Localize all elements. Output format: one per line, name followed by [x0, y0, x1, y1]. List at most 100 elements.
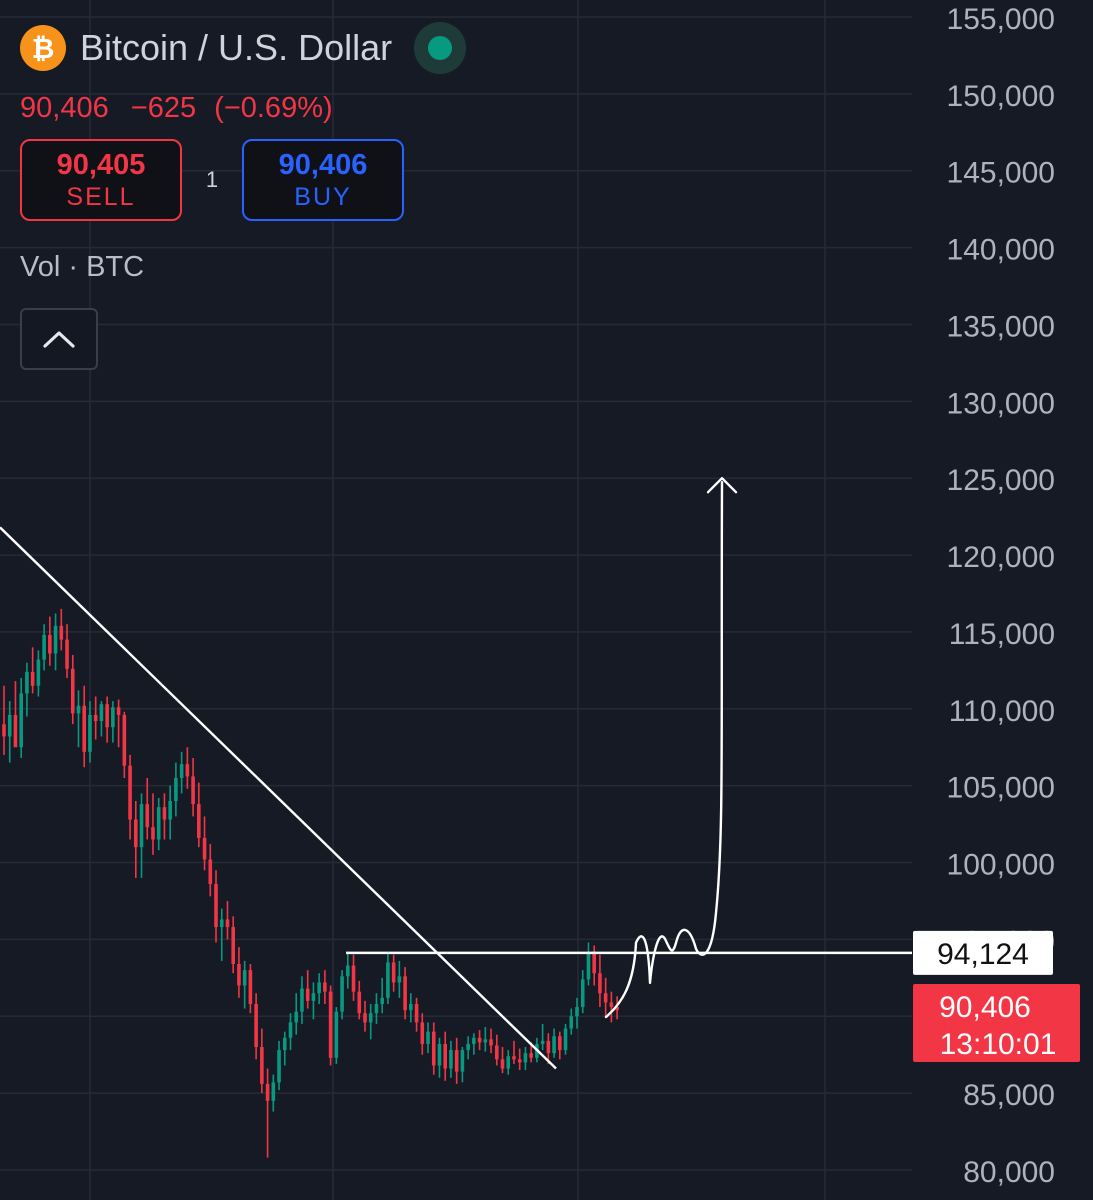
candle-body: [93, 714, 98, 722]
candle-body: [53, 625, 58, 654]
candle: [494, 1034, 499, 1066]
candle: [93, 696, 98, 740]
axis-tick-label: 125,000: [947, 464, 1055, 497]
candle-body: [414, 1003, 419, 1023]
axis-tick-label: 80,000: [963, 1156, 1055, 1189]
candle-body: [208, 859, 213, 885]
axis-tick-label: 120,000: [947, 541, 1055, 574]
candle-body: [151, 827, 155, 840]
candle-body: [7, 714, 12, 737]
candle-body: [48, 635, 52, 654]
candle: [151, 793, 155, 855]
candle-body: [174, 777, 178, 802]
candle-body: [231, 927, 235, 964]
candle: [202, 816, 207, 871]
candle-body: [30, 671, 35, 686]
candle: [76, 690, 81, 748]
volume-indicator-label[interactable]: Vol · BTC: [20, 251, 145, 283]
candle-body: [586, 951, 591, 980]
candle: [288, 1013, 293, 1051]
candle-body: [472, 1037, 476, 1044]
candle: [197, 782, 201, 848]
candle: [346, 953, 350, 989]
candle-body: [225, 919, 230, 928]
symbol-title[interactable]: Bitcoin / U.S. Dollar: [80, 27, 393, 68]
candle: [311, 982, 316, 1020]
candle: [48, 616, 52, 666]
candle-body: [99, 704, 104, 722]
axis-tick-label: 145,000: [947, 157, 1055, 190]
candle-body: [397, 976, 402, 983]
candle-body: [506, 1056, 511, 1069]
candle: [277, 1040, 281, 1091]
candle: [13, 681, 18, 748]
candle-body: [340, 976, 344, 1012]
candle-body: [386, 962, 390, 998]
candle: [397, 960, 402, 998]
candle: [133, 801, 138, 878]
candle-body: [282, 1037, 287, 1051]
candle: [414, 997, 419, 1032]
candle: [237, 947, 241, 998]
candle-body: [36, 659, 41, 686]
candle-body: [489, 1039, 493, 1046]
candle-body: [328, 991, 333, 1058]
candle: [552, 1028, 556, 1058]
candle: [139, 793, 144, 878]
descending-trendline: [0, 526, 557, 1070]
axis-tick-label: 85,000: [963, 1079, 1055, 1112]
candle-body: [271, 1082, 276, 1101]
candle-body: [466, 1043, 470, 1051]
candle-body: [380, 997, 384, 1004]
candle-body: [569, 1016, 574, 1029]
candle: [242, 960, 247, 1009]
buy-label: BUY: [294, 183, 352, 211]
candle-body: [494, 1045, 499, 1060]
sell-button[interactable]: 90,405 SELL: [20, 139, 182, 221]
candle-body: [265, 1083, 270, 1101]
resistance-price-label-bg: [913, 930, 1053, 975]
candle-body: [156, 807, 161, 840]
symbol-header: ₿ Bitcoin / U.S. Dollar 90,406 −625 (−0.…: [20, 22, 467, 370]
candle-body: [540, 1040, 545, 1044]
buy-button[interactable]: 90,406 BUY: [242, 139, 404, 221]
candle-body: [346, 965, 350, 977]
sell-price: 90,405: [56, 149, 146, 181]
candle: [145, 777, 150, 840]
candle-body: [437, 1043, 442, 1066]
candle: [472, 1033, 476, 1055]
candle: [305, 970, 310, 1009]
candle: [420, 1013, 425, 1055]
candle-body: [65, 639, 69, 669]
last-price-label: 90,406: [939, 991, 1031, 1024]
candle-body: [563, 1028, 568, 1051]
trade-row: 90,405 SELL 1 90,406 BUY: [20, 139, 466, 221]
arrow-head-icon: [706, 477, 738, 494]
candle: [506, 1050, 511, 1075]
axis-tick-label: 155,000: [947, 3, 1055, 36]
candle: [122, 711, 127, 778]
candle-body: [2, 724, 6, 737]
chart-grid: [0, 0, 912, 1200]
candle-body: [426, 1031, 430, 1044]
candle-body: [609, 1002, 614, 1008]
candle: [128, 754, 132, 840]
candle-body: [128, 765, 132, 820]
buy-price: 90,406: [278, 149, 368, 181]
axis-tick-label: 140,000: [947, 234, 1055, 267]
candle: [53, 613, 58, 671]
market-status-icon[interactable]: [414, 22, 467, 74]
candle: [609, 991, 614, 1023]
collapse-button[interactable]: [20, 308, 98, 370]
candle-body: [575, 1007, 579, 1017]
candle: [271, 1074, 276, 1112]
axis-tick-label: 100,000: [947, 849, 1055, 882]
candle-body: [111, 707, 115, 728]
bitcoin-logo-icon[interactable]: ₿: [20, 25, 66, 71]
candle-body: [323, 982, 327, 992]
candle: [569, 1008, 574, 1035]
candle: [558, 1031, 562, 1060]
candle-body: [552, 1036, 556, 1054]
candle-body: [368, 1013, 373, 1023]
